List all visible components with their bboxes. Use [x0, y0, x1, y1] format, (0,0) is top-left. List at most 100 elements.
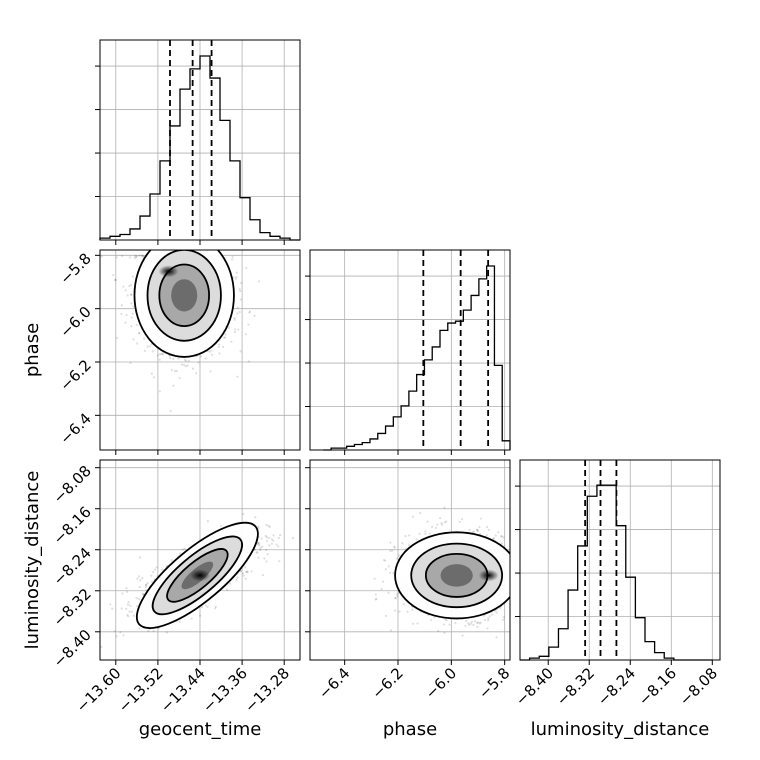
- sample-point: [436, 523, 439, 526]
- sample-point: [242, 512, 245, 516]
- sample-point: [130, 293, 133, 296]
- sample-point: [178, 376, 181, 380]
- sample-point: [126, 603, 130, 606]
- sample-point: [218, 343, 221, 346]
- sample-point: [472, 530, 475, 533]
- sample-point: [398, 554, 401, 557]
- sample-point: [500, 535, 503, 538]
- sample-point: [266, 553, 269, 556]
- sample-point: [169, 357, 172, 360]
- sample-point: [198, 614, 202, 617]
- sample-point: [201, 606, 204, 609]
- sample-point: [475, 528, 479, 531]
- sample-point: [234, 328, 237, 331]
- sample-point: [242, 572, 245, 575]
- sample-point: [255, 551, 258, 554]
- sample-point: [502, 536, 505, 539]
- sample-point: [272, 534, 275, 537]
- sample-point: [265, 539, 269, 542]
- sample-point: [476, 625, 479, 628]
- sample-point: [240, 281, 243, 284]
- sample-point: [169, 409, 172, 413]
- sample-point: [132, 614, 135, 617]
- sample-point: [374, 598, 377, 601]
- sample-point: [158, 352, 162, 356]
- sample-point: [428, 532, 431, 535]
- sample-point: [120, 312, 123, 315]
- sample-point: [238, 310, 241, 314]
- sample-point: [127, 601, 130, 604]
- sample-point: [165, 631, 168, 634]
- sample-point: [244, 577, 247, 580]
- x-tick-label: −6.2: [368, 664, 406, 702]
- sample-point: [487, 619, 490, 622]
- sample-point: [502, 618, 505, 621]
- sample-point: [389, 549, 392, 552]
- sample-point: [387, 591, 390, 594]
- sample-point: [133, 256, 136, 260]
- sample-point: [440, 523, 444, 526]
- sample-point: [380, 587, 383, 591]
- sample-point: [158, 390, 161, 393]
- sample-point: [111, 607, 114, 610]
- density-contour: [171, 279, 198, 312]
- sample-point: [384, 559, 387, 562]
- y-tick-label: −8.08: [50, 462, 95, 507]
- sample-point: [373, 577, 376, 580]
- sample-point: [130, 302, 133, 305]
- sample-point: [120, 607, 123, 610]
- sample-point: [264, 534, 267, 538]
- sample-point: [261, 545, 264, 548]
- sample-point: [248, 311, 251, 314]
- sample-point: [141, 255, 144, 258]
- sample-point: [478, 525, 481, 529]
- histogram-geocent_time: [99, 55, 300, 241]
- sample-point: [495, 636, 498, 639]
- sample-point: [375, 597, 378, 600]
- sample-point: [208, 350, 211, 353]
- sample-point: [476, 621, 479, 625]
- sample-point: [175, 369, 178, 373]
- sample-point: [278, 534, 282, 537]
- sample-point: [135, 255, 138, 258]
- x-axis-label-phase: phase: [383, 719, 437, 740]
- sample-point: [191, 367, 195, 370]
- sample-point: [476, 528, 479, 532]
- hist-phase-frame: [309, 249, 511, 451]
- sample-point: [147, 630, 150, 633]
- sample-point: [250, 570, 253, 573]
- sample-point: [141, 254, 144, 258]
- sample-point: [257, 525, 260, 528]
- sample-point: [137, 575, 141, 578]
- sample-point: [433, 616, 436, 619]
- sample-point: [426, 520, 429, 523]
- sample-point: [114, 278, 117, 281]
- sample-point: [448, 623, 451, 626]
- sample-point: [239, 298, 242, 301]
- sample-point: [387, 565, 390, 568]
- sample-point: [265, 560, 268, 563]
- sample-point: [236, 306, 239, 309]
- sample-point: [381, 580, 385, 583]
- sample-point: [229, 582, 232, 585]
- sample-point: [443, 506, 446, 509]
- sample-point: [499, 606, 502, 610]
- sample-point: [131, 312, 134, 315]
- sample-point: [259, 546, 262, 550]
- sample-point: [128, 256, 132, 259]
- sample-point: [461, 634, 464, 637]
- x-tick-label: −6.4: [315, 664, 353, 702]
- sample-point: [485, 525, 489, 529]
- sample-point: [494, 534, 497, 537]
- sample-point: [291, 537, 295, 540]
- sample-point: [468, 623, 471, 626]
- sample-point: [161, 352, 164, 355]
- sample-point: [408, 534, 411, 537]
- sample-point: [267, 524, 270, 527]
- sample-point: [487, 528, 490, 531]
- sample-point: [219, 524, 223, 528]
- sample-point: [214, 605, 217, 608]
- sample-point: [148, 345, 152, 348]
- sample-point: [161, 353, 164, 356]
- sample-point: [244, 570, 248, 573]
